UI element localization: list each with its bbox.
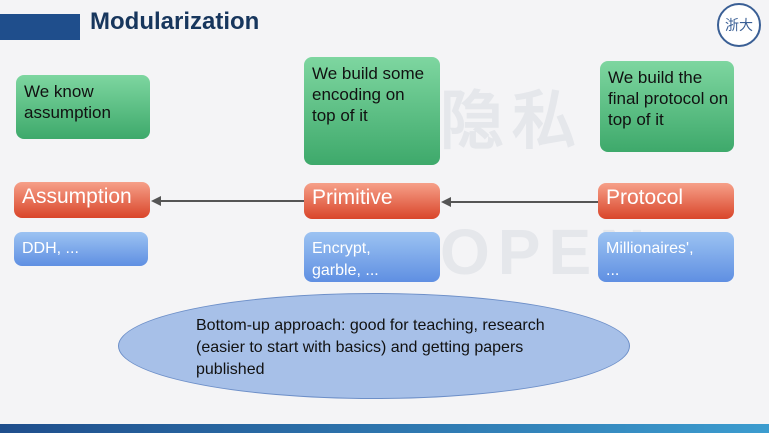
primitive-note-text: We build some encoding on top of it [312,64,425,125]
protocol-note-text: We build the final protocol on top of it [608,68,729,129]
primitive-note-box: We build some encoding on top of it [304,57,440,165]
university-logo: 浙大 [717,3,761,47]
arrow-primitive-to-assumption-line [160,200,304,202]
assumption-example-text: DDH, ... [22,240,79,257]
primitive-layer-label: Primitive [312,186,393,209]
primitive-example-box: Encrypt, garble, ... [304,232,440,282]
primitive-example-text: Encrypt, garble, ... [312,240,379,279]
approach-text: Bottom-up approach: good for teaching, r… [196,317,545,378]
assumption-note-text: We know assumption [24,82,111,122]
slide-title: Modularization [90,8,260,35]
primitive-layer-box: Primitive [304,183,440,219]
protocol-example-box: Millionaires', ... [598,232,734,282]
approach-ellipse [118,293,630,399]
assumption-layer-box: Assumption [14,182,150,218]
protocol-example-text: Millionaires', ... [606,240,694,279]
arrow-protocol-to-primitive-line [450,201,598,203]
assumption-layer-label: Assumption [22,185,132,208]
protocol-layer-box: Protocol [598,183,734,219]
assumption-example-box: DDH, ... [14,232,148,266]
assumption-note-box: We know assumption [16,75,150,139]
watermark-text: 隐私 [440,85,584,157]
protocol-note-box: We build the final protocol on top of it [600,61,734,152]
arrow-protocol-to-primitive-head [441,197,451,207]
header-accent-slant [62,14,80,40]
protocol-layer-label: Protocol [606,186,684,209]
arrow-primitive-to-assumption-head [151,196,161,206]
footer-accent-bar [0,424,769,433]
